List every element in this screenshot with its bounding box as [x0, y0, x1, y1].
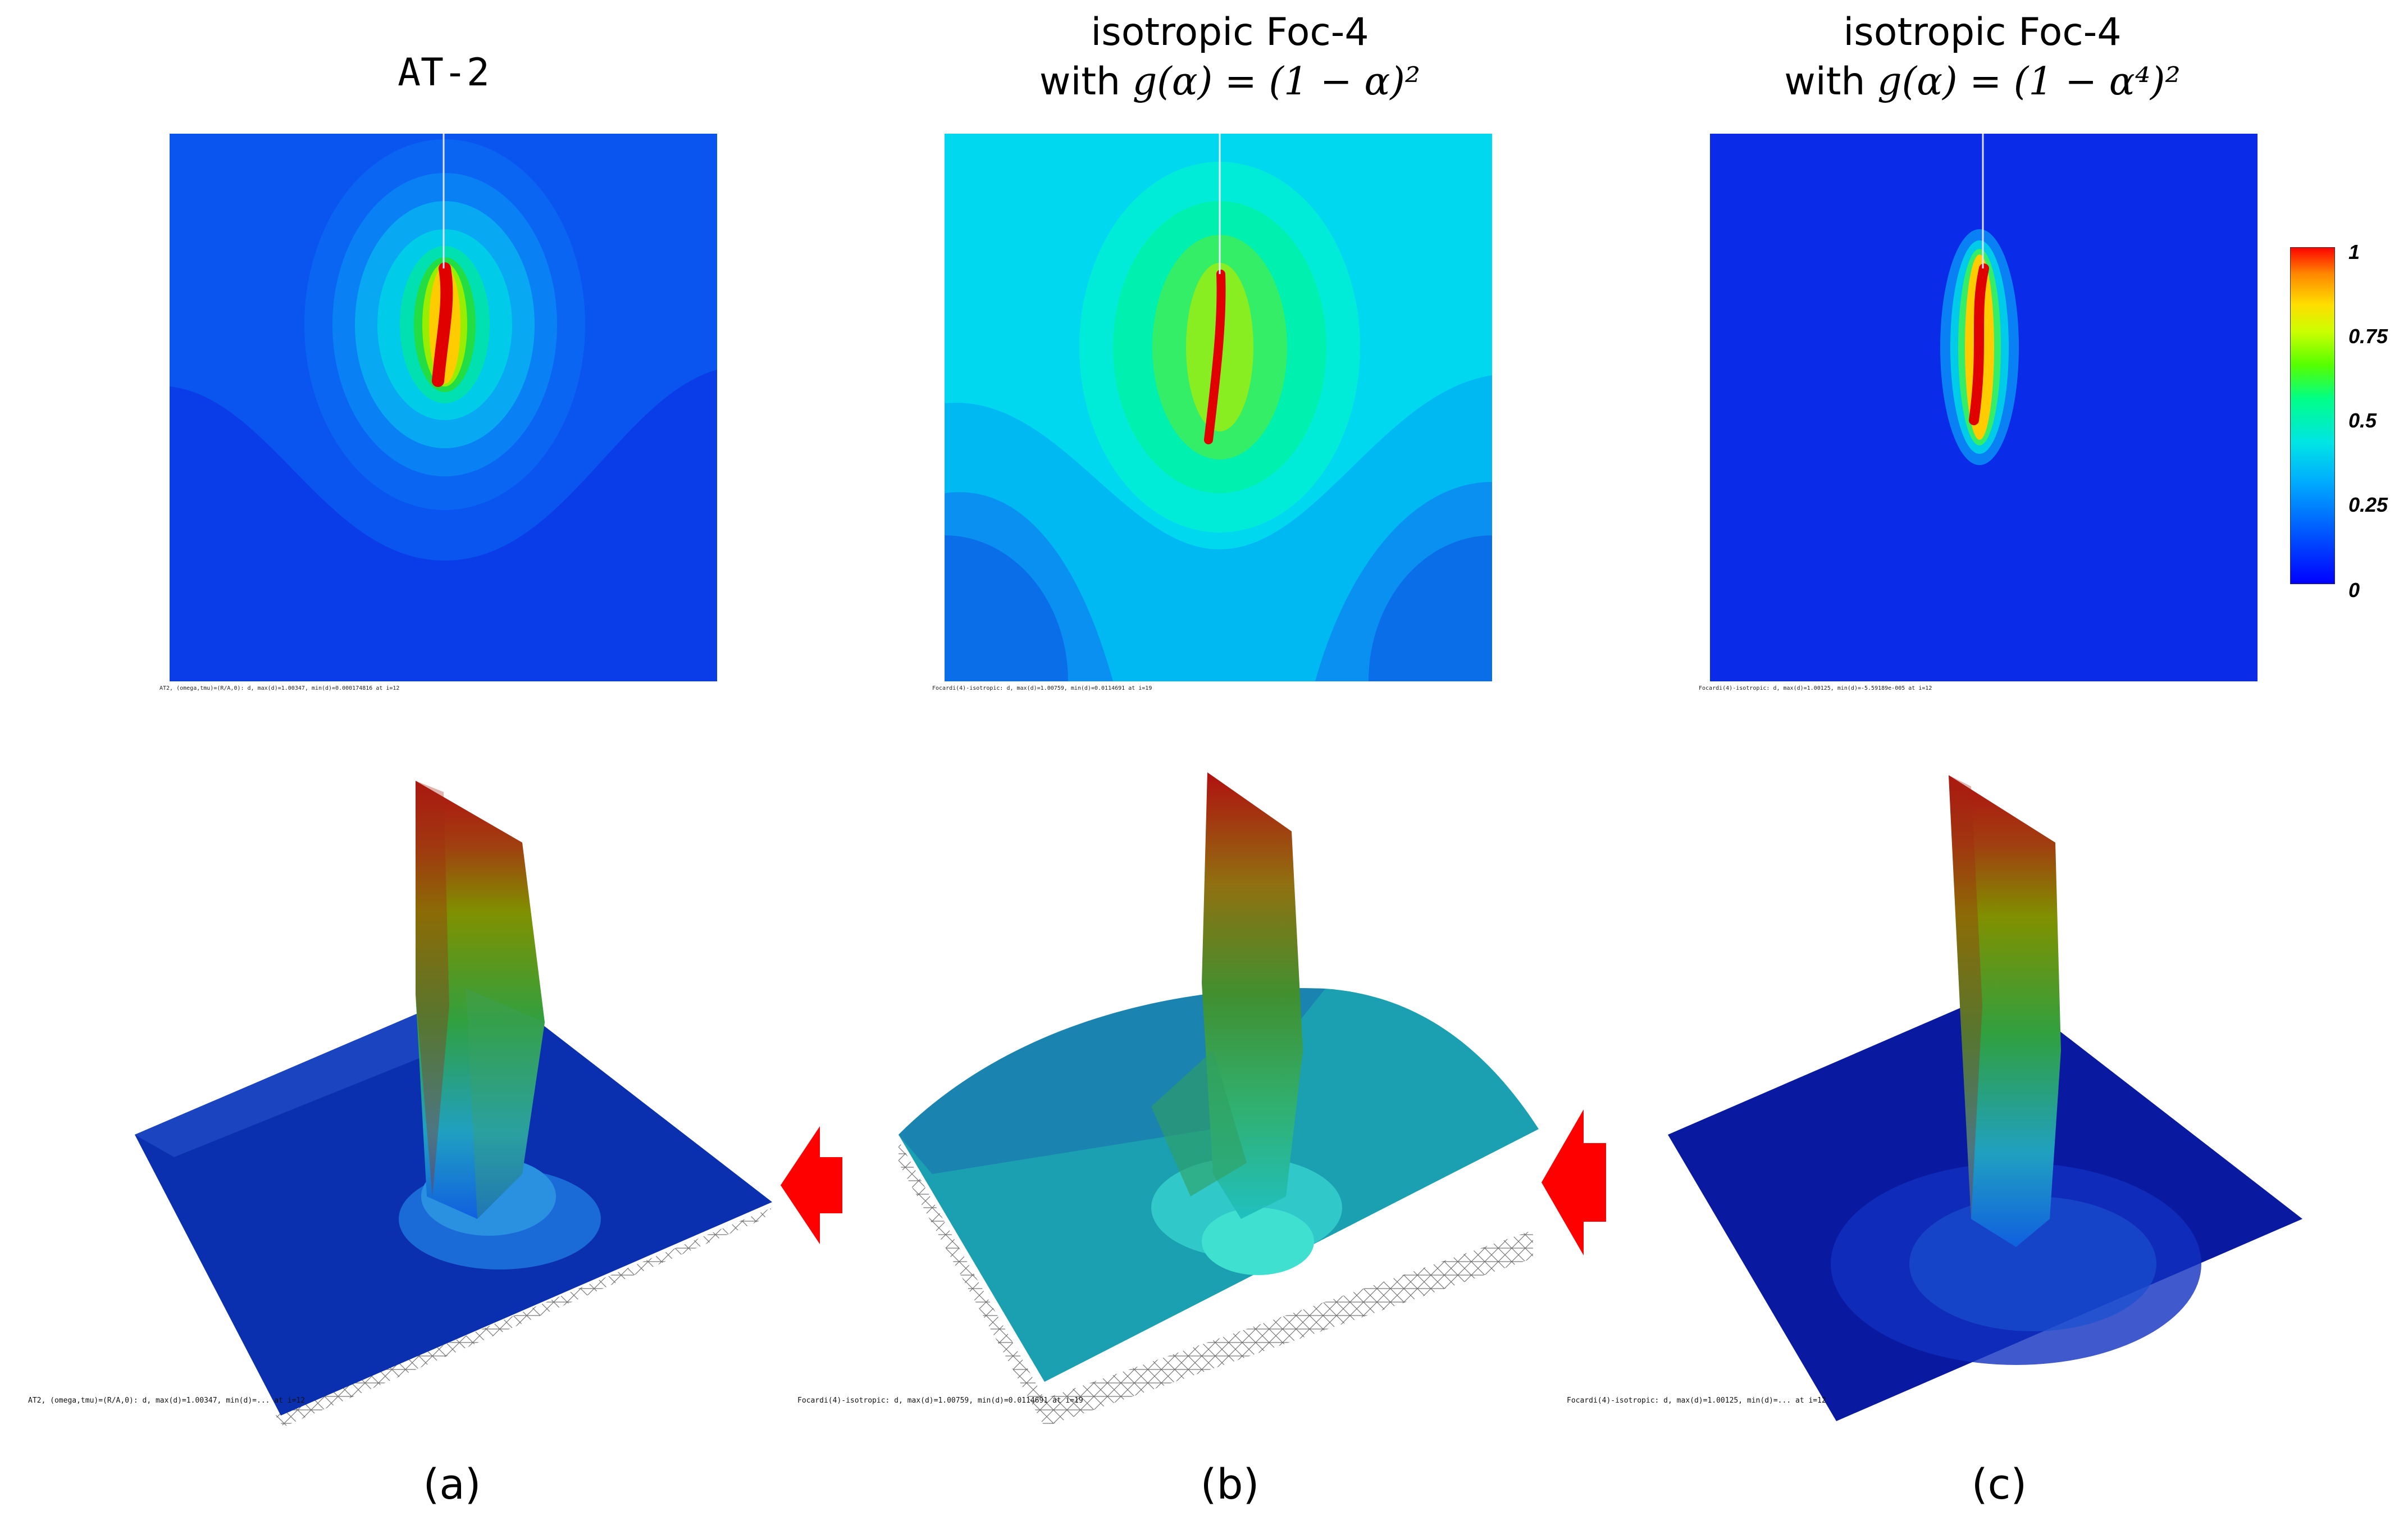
- panel-a-2d-contour: [170, 134, 717, 681]
- colorbar-tick-0: 0: [2348, 579, 2360, 602]
- panel-b-title-line1: isotropic Foc-4: [1091, 10, 1369, 54]
- panel-b-3d-surface: [899, 770, 1561, 1432]
- panel-a-3d-surface: [129, 770, 781, 1432]
- colorbar-tick-075: 0.75: [2348, 325, 2388, 348]
- panel-c-title: isotropic Foc-4 with g(α) = (1 − α⁴)²: [1685, 8, 2280, 107]
- panel-b-3d-caption: Focardi(4)-isotropic: d, max(d)=1.00759,…: [797, 1396, 1083, 1405]
- panel-a-title-line1: AT-2: [398, 51, 490, 95]
- panel-a-arrow-icon: [781, 1126, 854, 1246]
- panel-c-label: (c): [1971, 1460, 2027, 1509]
- colorbar: [2290, 247, 2336, 585]
- colorbar-tick-05: 0.5: [2348, 409, 2377, 432]
- panel-b-title-line2: with g(α) = (1 − α)²: [1039, 60, 1421, 104]
- panel-c-title-line2: with g(α) = (1 − α⁴)²: [1784, 60, 2181, 104]
- panel-c-title-line1: isotropic Foc-4: [1843, 10, 2122, 54]
- panel-a-title: AT-2: [286, 48, 601, 98]
- panel-c-3d-surface: [1668, 770, 2319, 1432]
- panel-b-label: (b): [1200, 1460, 1260, 1509]
- panel-a-2d-caption: AT2, (omega,tmu)=(R/A,0): d, max(d)=1.00…: [159, 685, 400, 691]
- panel-b-2d-caption: Focardi(4)-isotropic: d, max(d)=1.00759,…: [932, 685, 1152, 691]
- panel-a-label: (a): [423, 1460, 481, 1509]
- colorbar-tick-025: 0.25: [2348, 493, 2388, 516]
- panel-b-2d-contour: [945, 134, 1492, 681]
- panel-b-arrow-icon: [1542, 1109, 1615, 1258]
- panel-c-2d-caption: Focardi(4)-isotropic: d, max(d)=1.00125,…: [1699, 685, 1932, 691]
- panel-c-2d-contour: [1710, 134, 2258, 681]
- panel-b-title: isotropic Foc-4 with g(α) = (1 − α)²: [932, 8, 1527, 107]
- panel-a-3d-caption: AT2, (omega,tmu)=(R/A,0): d, max(d)=1.00…: [28, 1396, 305, 1405]
- panel-c-3d-caption: Focardi(4)-isotropic: d, max(d)=1.00125,…: [1567, 1396, 1826, 1405]
- colorbar-tick-1: 1: [2348, 240, 2360, 263]
